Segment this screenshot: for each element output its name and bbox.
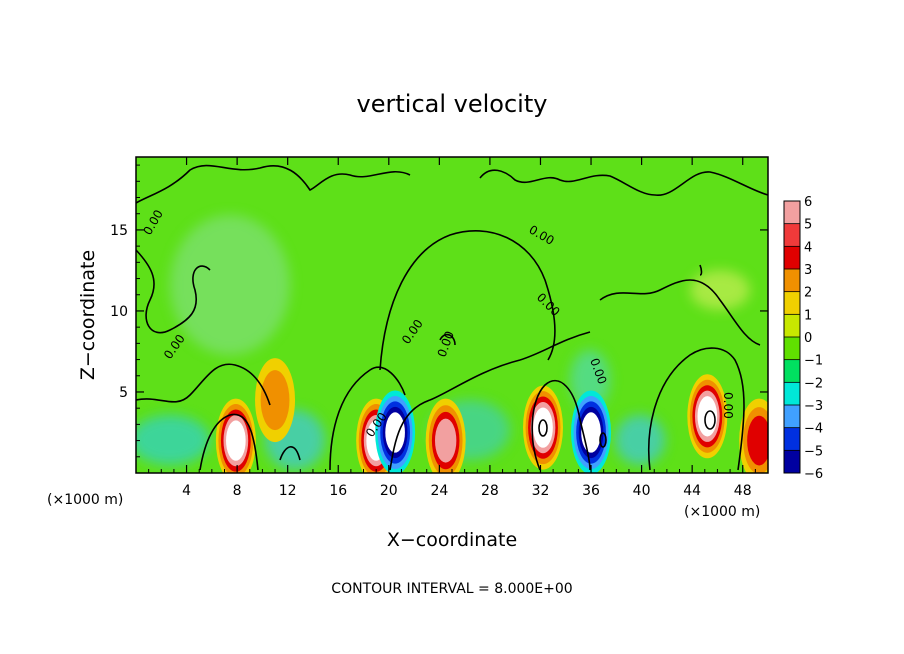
x-tick-label: 12 (279, 483, 297, 499)
colorbar-swatch (784, 359, 800, 383)
zero-contour-lines (136, 164, 768, 471)
colorbar-swatch (784, 246, 800, 269)
velocity-features (215, 358, 768, 473)
colorbar-swatch (784, 405, 800, 428)
colorbar-tick-label: −4 (804, 422, 823, 437)
y-tick-label: 15 (110, 223, 128, 239)
x-tick-label: 8 (233, 483, 242, 499)
colorbar-tick-label: 0 (804, 331, 812, 346)
updraft-contour-band (260, 370, 290, 431)
updraft-contour-band (226, 420, 246, 461)
colorbar-tick-label: 2 (804, 286, 812, 301)
x-tick-label: 24 (430, 483, 448, 499)
colorbar-swatch (784, 314, 800, 337)
colorbar-swatch (784, 291, 800, 315)
colorbar-tick-label: 6 (804, 195, 812, 210)
x-tick-label: 48 (734, 483, 752, 499)
updraft-cell (523, 385, 564, 470)
colorbar-swatch (784, 337, 800, 360)
downdraft-cell (375, 390, 416, 473)
x-tick-label: 4 (182, 483, 191, 499)
contour-interval-note: CONTOUR INTERVAL = 8.000E+00 (331, 581, 572, 597)
updraft-contour-band (747, 415, 768, 466)
colorbar-tick-label: −2 (804, 376, 823, 391)
downdraft-cell (571, 390, 612, 473)
colorbar-tick-label: −3 (804, 399, 823, 414)
colorbar-swatch (784, 201, 800, 224)
colorbar-tick-label: 1 (804, 308, 812, 323)
x-tick-label: 16 (329, 483, 347, 499)
x-unit-left: (×1000 m) (47, 492, 123, 508)
downdraft-contour-band (385, 412, 405, 453)
y-axis-label: Z−coordinate (77, 250, 99, 380)
updraft-cell (255, 358, 296, 443)
updraft-cell (425, 398, 466, 473)
colorbar-swatch (784, 427, 800, 451)
y-axis: 5 10 15 (110, 164, 768, 458)
x-tick-label: 32 (532, 483, 550, 499)
x-tick-label: 20 (380, 483, 398, 499)
chart-title: vertical velocity (357, 90, 548, 118)
colorbar-tick-label: −1 (804, 354, 823, 369)
x-tick-label: 28 (481, 483, 499, 499)
y-tick-label: 10 (110, 304, 128, 320)
colorbar-swatch (784, 269, 800, 292)
updraft-cell (739, 398, 768, 473)
x-tick-label: 36 (582, 483, 600, 499)
colorbar-tick-label: −5 (804, 444, 823, 459)
colorbar-swatch (784, 450, 800, 473)
colorbar: 6 5 4 3 2 1 0 −1 −2 −3 −4 −5 −6 (783, 195, 823, 482)
y-tick-label: 5 (119, 385, 128, 401)
updraft-contour-band (697, 396, 718, 437)
downdraft-contour-band (581, 412, 601, 453)
x-axis-label: X−coordinate (387, 529, 517, 551)
colorbar-tick-label: 4 (804, 240, 812, 255)
heatmap-field: 0.00 0.00 0.00 0.00 0.00 0.00 0.00 0.00 … (136, 157, 768, 473)
x-axis: 4 8 12 16 20 24 28 32 36 40 44 48 (148, 157, 756, 499)
contour-label: 0.00 (721, 392, 735, 419)
heatmap-blobs (136, 215, 750, 470)
x-tick-label: 40 (633, 483, 651, 499)
updraft-cell (215, 398, 256, 473)
colorbar-tick-label: −6 (804, 467, 823, 482)
colorbar-tick-label: 3 (804, 263, 812, 278)
updraft-contour-band (533, 407, 553, 448)
colorbar-tick-label: 5 (804, 218, 812, 233)
colorbar-swatch (784, 223, 800, 247)
updraft-cell (687, 374, 728, 459)
x-tick-label: 44 (683, 483, 701, 499)
updraft-contour-band (435, 418, 457, 463)
colorbar-swatch (784, 382, 800, 405)
x-unit-right: (×1000 m) (684, 504, 760, 520)
